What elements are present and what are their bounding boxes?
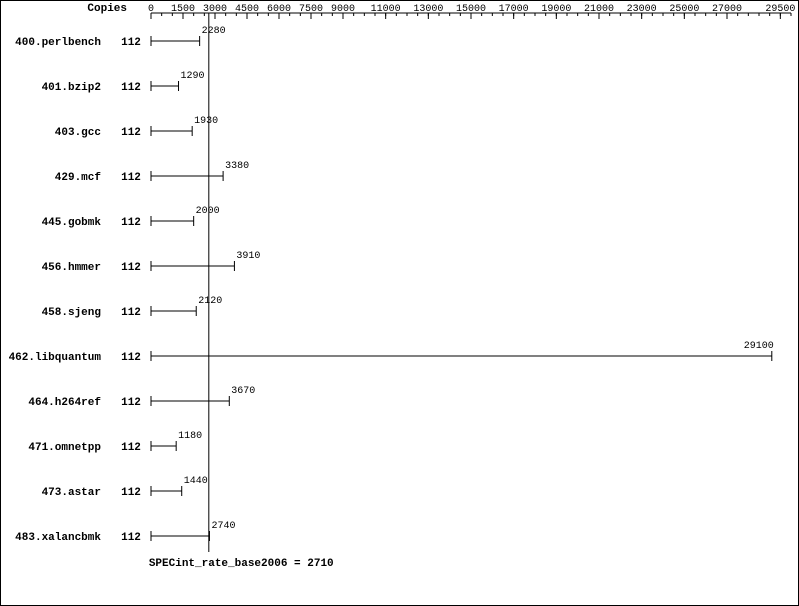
benchmark-value: 2000 — [196, 206, 220, 217]
benchmark-copies: 112 — [121, 397, 141, 409]
tick-label: 4500 — [235, 4, 259, 15]
tick-label: 25000 — [669, 4, 699, 15]
benchmark-name: 456.hmmer — [42, 262, 101, 274]
benchmark-name: 471.omnetpp — [28, 442, 101, 454]
benchmark-copies: 112 — [121, 442, 141, 454]
spec-chart: 0 1500 3000 4500 6000 7500 9000 11000 13000 15000… — [1, 1, 798, 605]
tick-label: 7500 — [299, 4, 323, 15]
footer-label: SPECint_rate_base2006 = 2710 — [149, 558, 334, 570]
benchmark-value: 3910 — [236, 251, 260, 262]
tick-label: 29500 — [765, 4, 795, 15]
tick-label: 9000 — [331, 4, 355, 15]
chart-container: 0 1500 3000 4500 6000 7500 9000 11000 13000 15000… — [0, 0, 799, 606]
benchmark-name: 400.perlbench — [15, 37, 101, 49]
benchmark-name: 429.mcf — [55, 172, 102, 184]
benchmark-value: 2120 — [198, 296, 222, 307]
benchmark-value: 1440 — [184, 476, 208, 487]
benchmark-value: 2280 — [202, 26, 226, 37]
benchmark-name: 401.bzip2 — [42, 82, 101, 94]
benchmark-copies: 112 — [121, 262, 141, 274]
benchmark-value: 1930 — [194, 116, 218, 127]
benchmark-value: 2740 — [211, 521, 235, 532]
benchmark-copies: 112 — [121, 127, 141, 139]
benchmark-value: 3670 — [231, 386, 255, 397]
benchmark-name: 403.gcc — [55, 127, 101, 139]
benchmark-value: 1290 — [181, 71, 205, 82]
benchmark-name: 462.libquantum — [9, 352, 102, 364]
benchmark-copies: 112 — [121, 172, 141, 184]
benchmark-copies: 112 — [121, 532, 141, 544]
tick-label: 6000 — [267, 4, 291, 15]
benchmark-value: 29100 — [744, 341, 774, 352]
benchmark-name: 473.astar — [42, 487, 101, 499]
benchmark-name: 445.gobmk — [42, 217, 102, 229]
tick-label: 1500 — [171, 4, 195, 15]
benchmark-value: 3380 — [225, 161, 249, 172]
tick-label: 27000 — [712, 4, 742, 15]
tick-label: 3000 — [203, 4, 227, 15]
copies-header: Copies — [87, 3, 127, 15]
tick-label: 21000 — [584, 4, 614, 15]
tick-label: 15000 — [456, 4, 486, 15]
benchmark-copies: 112 — [121, 487, 141, 499]
tick-label: 11000 — [371, 4, 401, 15]
benchmark-copies: 112 — [121, 37, 141, 49]
benchmark-name: 483.xalancbmk — [15, 532, 101, 544]
benchmark-value: 1180 — [178, 431, 202, 442]
tick-label: 19000 — [541, 4, 571, 15]
benchmark-name: 458.sjeng — [42, 307, 101, 319]
benchmark-copies: 112 — [121, 217, 141, 229]
tick-label: 13000 — [413, 4, 443, 15]
benchmark-copies: 112 — [121, 82, 141, 94]
tick-label: 17000 — [499, 4, 529, 15]
tick-label: 23000 — [627, 4, 657, 15]
benchmark-copies: 112 — [121, 352, 141, 364]
benchmark-name: 464.h264ref — [28, 397, 101, 409]
benchmark-copies: 112 — [121, 307, 141, 319]
tick-label: 0 — [148, 4, 154, 15]
